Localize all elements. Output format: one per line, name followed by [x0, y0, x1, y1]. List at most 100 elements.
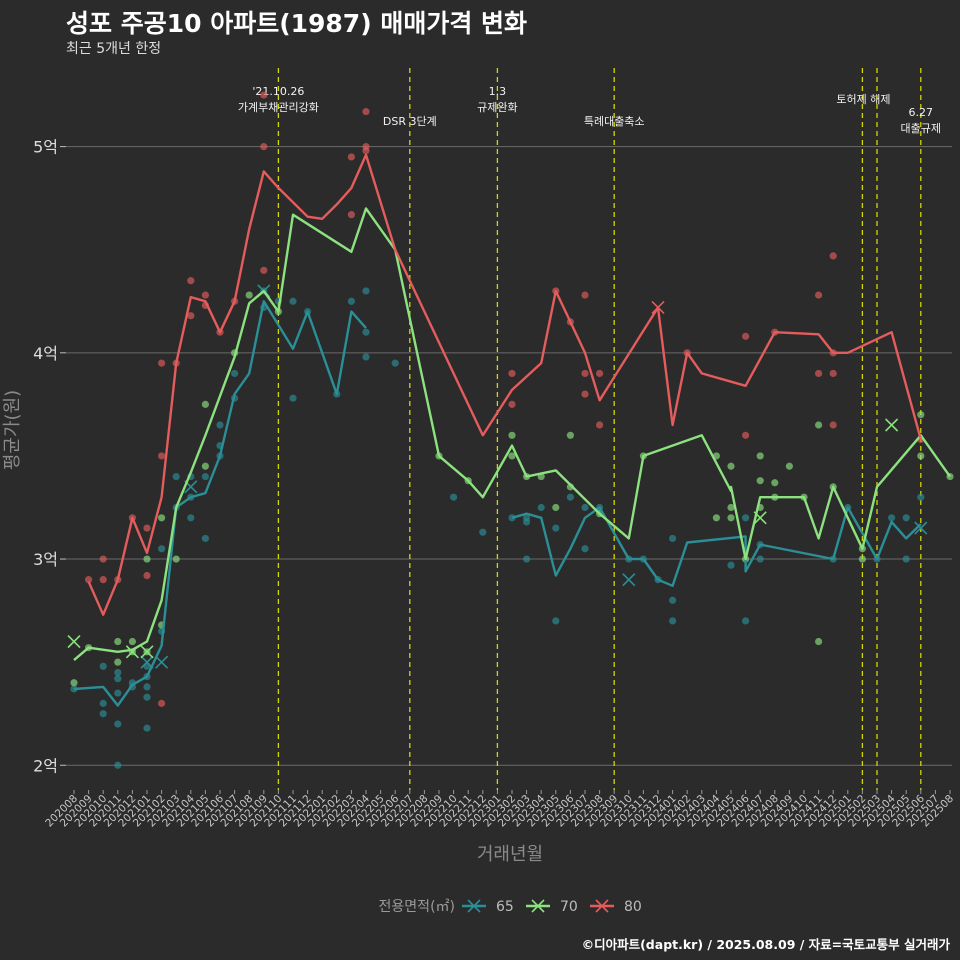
data-point-65	[581, 503, 589, 512]
x-marker-70	[885, 418, 899, 432]
data-point-80	[581, 291, 589, 299]
data-point-65	[581, 545, 589, 553]
event-annotation: 특례대출축소	[584, 115, 645, 128]
data-point-70	[785, 462, 794, 470]
event-annotation: 가계부채관리강화	[238, 101, 319, 114]
data-point-65	[391, 359, 399, 367]
data-point-65	[742, 617, 750, 625]
data-point-65	[158, 545, 166, 553]
data-point-80	[581, 390, 589, 398]
data-point-65	[450, 493, 458, 501]
data-point-65	[552, 617, 560, 625]
series-line-70	[73, 207, 951, 662]
data-point-65	[523, 555, 531, 563]
series-line-65	[511, 506, 922, 587]
event-annotation: 토허제 해제	[836, 92, 890, 106]
legend-swatch-marker	[531, 899, 545, 913]
data-point-70	[70, 679, 78, 687]
data-point-70	[712, 514, 721, 522]
data-point-80	[99, 576, 107, 584]
data-point-65	[143, 693, 151, 701]
data-point-80	[362, 107, 370, 116]
data-point-80	[187, 277, 195, 285]
data-point-80	[260, 143, 268, 151]
data-point-80	[362, 143, 370, 151]
x-marker-65	[140, 655, 154, 669]
data-point-65	[362, 287, 370, 295]
legend-item-65: 65	[462, 899, 514, 915]
data-point-65	[479, 528, 487, 536]
marker-stroke	[885, 418, 899, 432]
data-point-80	[158, 452, 166, 460]
data-point-70	[917, 411, 925, 419]
data-point-70	[917, 452, 925, 460]
data-point-65	[362, 328, 370, 336]
event-annotation: 대출규제	[901, 122, 941, 135]
data-point-65	[114, 668, 122, 677]
y-tick-label: 3억	[33, 550, 58, 569]
event-annotation: 규제완화	[477, 101, 517, 114]
data-point-80	[829, 252, 837, 260]
legend-swatch-marker	[467, 899, 481, 913]
data-point-80	[260, 91, 268, 99]
data-point-65	[201, 534, 209, 543]
data-point-80	[143, 571, 151, 580]
legend-swatch-marker	[595, 899, 609, 913]
x-marker-70	[753, 511, 767, 525]
data-point-65	[669, 617, 677, 625]
legend: 전용면적(㎡) 65 70 80	[379, 899, 642, 915]
data-point-65	[669, 596, 677, 604]
data-point-65	[552, 524, 560, 532]
x-marker-65	[155, 655, 169, 669]
marker-stroke	[155, 655, 169, 669]
x-marker-65	[914, 521, 928, 535]
data-point-65	[216, 421, 224, 429]
marker-stroke	[914, 521, 928, 535]
data-point-70	[566, 431, 575, 439]
data-point-80	[99, 555, 107, 563]
data-point-65	[114, 675, 122, 683]
data-point-80	[742, 431, 750, 439]
data-point-65	[289, 394, 297, 402]
data-point-65	[99, 710, 107, 718]
data-point-65	[143, 724, 151, 732]
data-point-70	[756, 477, 764, 485]
x-axis-title: 거래년월	[477, 844, 543, 865]
data-point-65	[99, 699, 107, 707]
series-line-65	[73, 300, 367, 707]
data-point-80	[158, 359, 166, 367]
data-point-65	[114, 761, 122, 769]
data-point-70	[508, 452, 516, 460]
legend-label: 65	[496, 899, 514, 915]
marker-stroke	[125, 645, 139, 659]
data-point-70	[245, 291, 253, 299]
data-point-65	[172, 472, 180, 481]
marker-stroke	[467, 899, 481, 913]
data-point-65	[537, 503, 545, 512]
data-point-80	[581, 369, 589, 378]
data-point-65	[114, 689, 122, 697]
y-tick-label: 4억	[33, 344, 58, 363]
data-point-70	[727, 503, 735, 512]
data-point-80	[596, 421, 604, 429]
y-axis-title: 평균가(원)	[2, 390, 23, 470]
data-point-65	[742, 514, 750, 522]
y-tick-label: 5억	[33, 138, 58, 157]
legend-label: 70	[560, 899, 578, 915]
data-point-65	[114, 720, 122, 728]
data-point-65	[187, 514, 195, 522]
data-point-70	[727, 514, 735, 522]
data-point-80	[829, 421, 837, 429]
data-point-70	[508, 431, 516, 439]
source-caption: ©디아파트(dapt.kr) / 2025.08.09 / 자료=국토교통부 실…	[581, 937, 950, 952]
marker-stroke	[622, 573, 636, 587]
data-point-70	[201, 400, 209, 408]
data-point-65	[669, 534, 677, 543]
data-point-70	[114, 637, 122, 646]
x-marker-70	[140, 645, 154, 659]
grid-layer	[66, 146, 952, 766]
marker-stroke	[753, 511, 767, 525]
legend-item-80: 80	[590, 899, 642, 915]
series-layer	[67, 91, 954, 769]
marker-stroke	[140, 655, 154, 669]
